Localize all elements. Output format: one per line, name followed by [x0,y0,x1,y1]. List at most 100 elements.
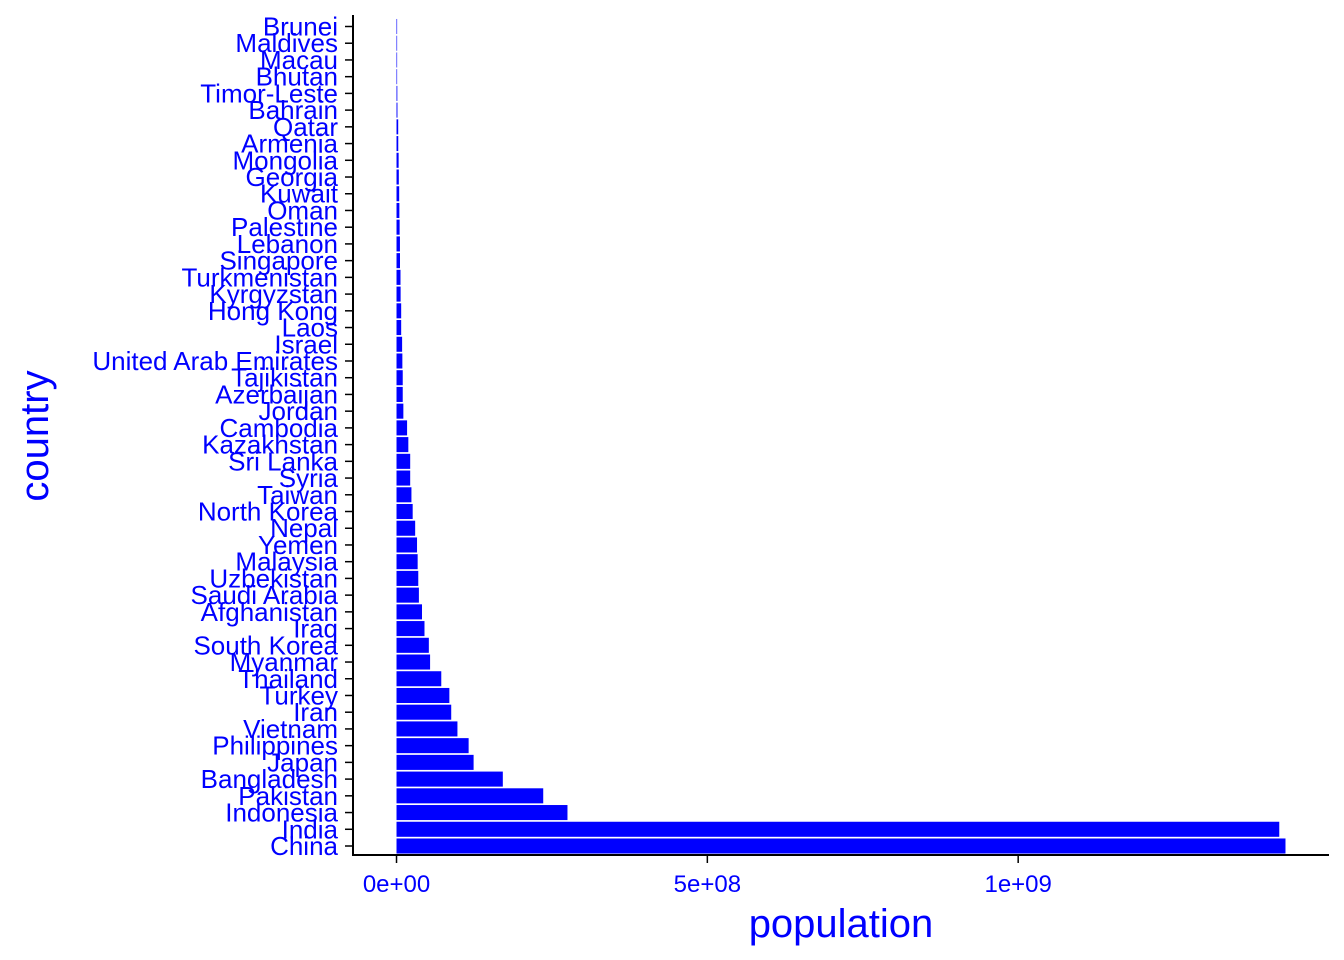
country-label: Israel [274,329,338,359]
bar [396,69,398,85]
x-tick-label: 0e+00 [363,871,430,898]
country-label: Japan [267,747,338,777]
bar [396,85,398,101]
bar [396,570,419,586]
country-label: India [282,814,339,844]
bar [396,754,474,770]
bar [396,437,409,453]
country-label: China [270,831,338,861]
country-label: North Korea [198,497,339,527]
bar [396,119,399,135]
bar [396,520,416,536]
country-label: Timor-Leste [200,78,338,108]
bar [396,687,450,704]
bar [396,186,400,202]
country-labels-group: ChinaIndiaIndonesiaPakistanBangladeshJap… [92,12,338,862]
bar [396,420,408,436]
bar [396,721,458,737]
bar [396,805,568,821]
bar [396,487,412,503]
country-label: Jordan [259,396,339,426]
country-label: Palestine [231,212,338,242]
bar [396,637,429,653]
bar [396,621,425,637]
bar [396,269,401,285]
bar [396,403,404,419]
bar [396,35,398,51]
bar [396,821,1280,837]
y-ticks-group [345,25,353,847]
country-label: Uzbekistan [209,563,338,593]
x-axis-title: population [749,902,934,946]
country-label: Pakistan [238,781,338,811]
country-label: Lebanon [237,229,338,259]
bar [396,152,399,168]
bar [396,253,400,269]
bar [396,554,418,570]
y-axis-title: country [13,370,57,501]
bar [396,503,413,520]
country-label: Georgia [246,162,339,192]
country-label: Kyrgyzstan [209,279,338,309]
bar [396,771,503,787]
bar [396,320,402,336]
bar [396,738,469,754]
country-label: Bangladesh [201,764,338,794]
country-label: Laos [282,313,338,343]
country-label: Tajikistan [231,363,338,393]
bar [396,604,423,620]
country-label: South Korea [193,630,338,660]
country-label: Malaysia [235,547,338,577]
x-tick-label: 1e+09 [984,871,1051,898]
bar [396,386,403,402]
bar [396,353,403,369]
bar [396,838,1286,854]
bar [396,537,418,553]
country-label: Cambodia [219,413,338,443]
bar [396,169,399,185]
country-label: Singapore [219,246,338,276]
country-label: Vietnam [243,714,338,744]
bar [396,336,403,352]
country-label: Kazakhstan [202,430,338,460]
country-label: Macau [260,45,338,75]
country-label: Bhutan [256,62,338,92]
country-label: Sri Lanka [228,446,338,476]
country-label: Qatar [273,112,338,142]
country-label: Indonesia [225,798,338,828]
country-label: Turkmenistan [181,262,338,292]
bar [396,654,431,670]
bar [396,52,398,68]
country-label: United Arab Emirates [92,346,338,376]
country-label: Azerbaijan [215,379,338,409]
country-label: Iraq [293,614,338,644]
bar [396,219,400,235]
bar [396,286,401,302]
country-label: Kuwait [260,179,339,209]
bar [396,704,452,720]
country-label: Hong Kong [208,296,338,326]
bar [396,136,399,152]
country-label: Thailand [238,664,338,694]
bar [396,370,403,386]
country-label: Yemen [258,530,338,560]
bar [396,236,400,252]
bar [396,788,544,804]
country-label: Maldives [235,28,338,58]
country-label: Iran [293,697,338,727]
bar [396,453,411,469]
x-ticks-group: 0e+00 5e+08 1e+09 [363,855,1052,898]
country-label: Saudi Arabia [191,580,339,610]
country-label: Nepal [270,513,338,543]
bar [396,202,400,218]
country-label: Oman [267,195,338,225]
bar [396,303,402,319]
x-tick-label: 5e+08 [674,871,741,898]
bar [396,587,419,603]
country-label: Taiwan [257,480,338,510]
country-label: Mongolia [232,145,338,175]
country-label: Armenia [241,129,338,159]
bars-group [396,18,1286,854]
bar [396,470,411,486]
